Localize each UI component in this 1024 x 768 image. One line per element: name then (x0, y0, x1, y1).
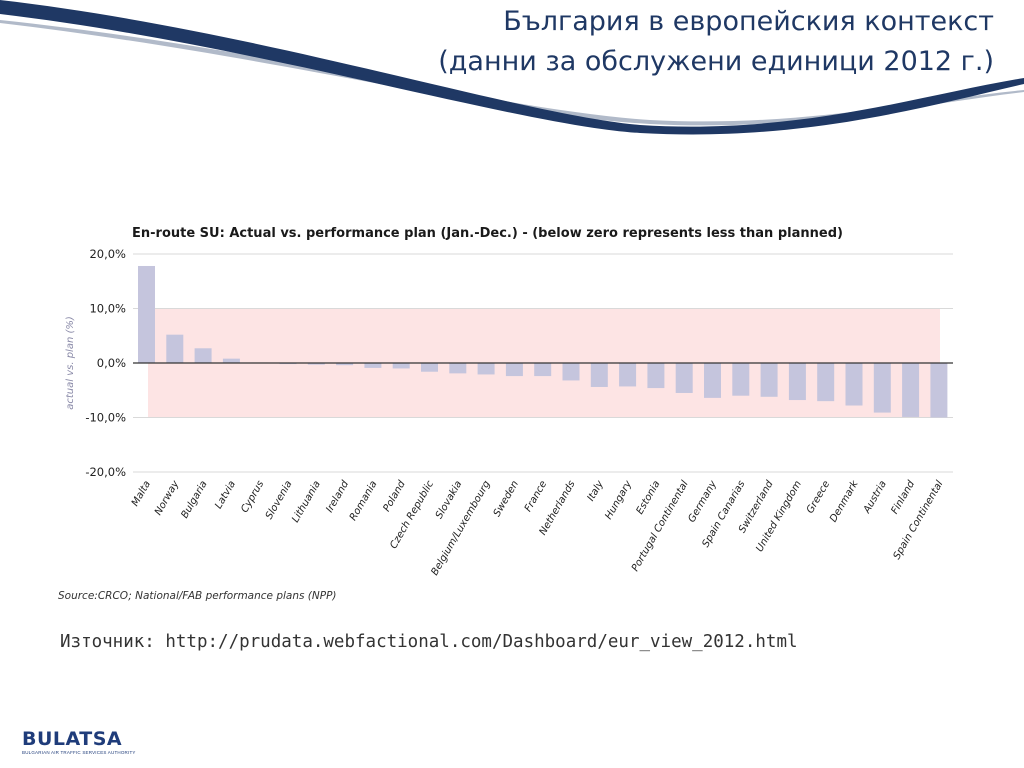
bar-portugal-continental (675, 363, 693, 393)
x-tick-label: Norway (153, 478, 182, 517)
bar-hungary (619, 363, 637, 387)
y-tick-label: -20,0% (85, 465, 126, 479)
bar-switzerland (760, 363, 778, 397)
x-tick-label: Romania (348, 479, 380, 523)
bar-lithuania (307, 363, 325, 365)
logo-wordmark: BULATSA (22, 728, 123, 750)
bar-germany (704, 363, 721, 398)
x-tick-label: Malta (130, 479, 153, 508)
y-tick-label: 20,0% (89, 247, 126, 261)
bulatsa-logo: BULATSA BULGARIAN AIR TRAFFIC SERVICES A… (22, 728, 152, 762)
bar-spain-continental (930, 363, 948, 418)
x-tick-label: Portugal Continental (630, 479, 691, 574)
chart-source-note: Source:CRCO; National/FAB performance pl… (58, 590, 337, 602)
bar-norway (166, 334, 184, 363)
y-tick-label: -10,0% (85, 411, 126, 425)
chart-title: En-route SU: Actual vs. performance plan… (132, 226, 843, 241)
x-tick-label: Sweden (492, 479, 521, 519)
bar-spain-canarias (732, 363, 750, 396)
y-tick-label: 0,0% (97, 356, 126, 370)
chart-image: En-route SU: Actual vs. performance plan… (40, 215, 980, 610)
bar-poland (392, 363, 410, 369)
header-swoosh-decoration (0, 0, 1024, 135)
bar-chart: 20,0% 10,0% 0,0% -10,0% -20,0% actual vs. pla… (65, 247, 953, 577)
bar-denmark (845, 363, 863, 406)
bar-netherlands (562, 363, 580, 381)
x-tick-label: Belgium/Luxembourg (429, 479, 492, 577)
bar-bulgaria (194, 348, 212, 363)
bar-sweden (505, 363, 523, 377)
x-tick-label: Austria (861, 479, 889, 516)
slide-title-line-1: България в европейския контекст (503, 6, 994, 37)
bar-finland (902, 363, 920, 417)
x-tick-label: Italy (586, 478, 607, 503)
x-tick-label: Finland (889, 478, 917, 516)
x-tick-label: Estonia (635, 479, 663, 516)
bar-malta (138, 265, 155, 363)
bar-greece (817, 363, 835, 402)
x-tick-label: Poland (381, 478, 408, 513)
bar-latvia (222, 358, 240, 363)
slide-title-line-2: (данни за обслужени единици 2012 г.) (438, 46, 994, 77)
y-tick-label: 10,0% (89, 302, 126, 316)
x-tick-label: Greece (805, 479, 832, 516)
x-tick-label: Ireland (324, 478, 351, 514)
slide-title: България в европейския контекст (данни з… (294, 2, 994, 82)
bar-ireland (336, 363, 354, 366)
bar-romania (364, 363, 382, 368)
y-axis-label: actual vs. plan (%) (65, 316, 76, 410)
x-tick-label: Lithuania (290, 479, 323, 525)
bar-united-kingdom (788, 363, 806, 401)
x-tick-label: Denmark (828, 478, 861, 524)
x-tick-label: Latvia (213, 479, 238, 511)
x-tick-label: Cyprus (239, 479, 266, 515)
bar-slovakia (449, 363, 467, 374)
bar-italy (590, 363, 608, 387)
bar-austria (873, 363, 891, 413)
bar-france (534, 363, 552, 377)
x-tick-label: Slovenia (264, 479, 295, 521)
x-tick-label: Slovakia (434, 479, 465, 521)
bar-belgium-luxembourg (477, 363, 495, 375)
logo-subtitle: BULGARIAN AIR TRAFFIC SERVICES AUTHORITY (22, 750, 136, 755)
x-tick-label: Bulgaria (179, 479, 209, 520)
bar-czech-republic (421, 363, 438, 372)
bar-estonia (647, 363, 665, 389)
x-tick-label: Hungary (603, 478, 634, 521)
source-link-text[interactable]: Източник: http://prudata.webfactional.co… (60, 632, 798, 652)
x-tick-label: France (523, 479, 550, 514)
